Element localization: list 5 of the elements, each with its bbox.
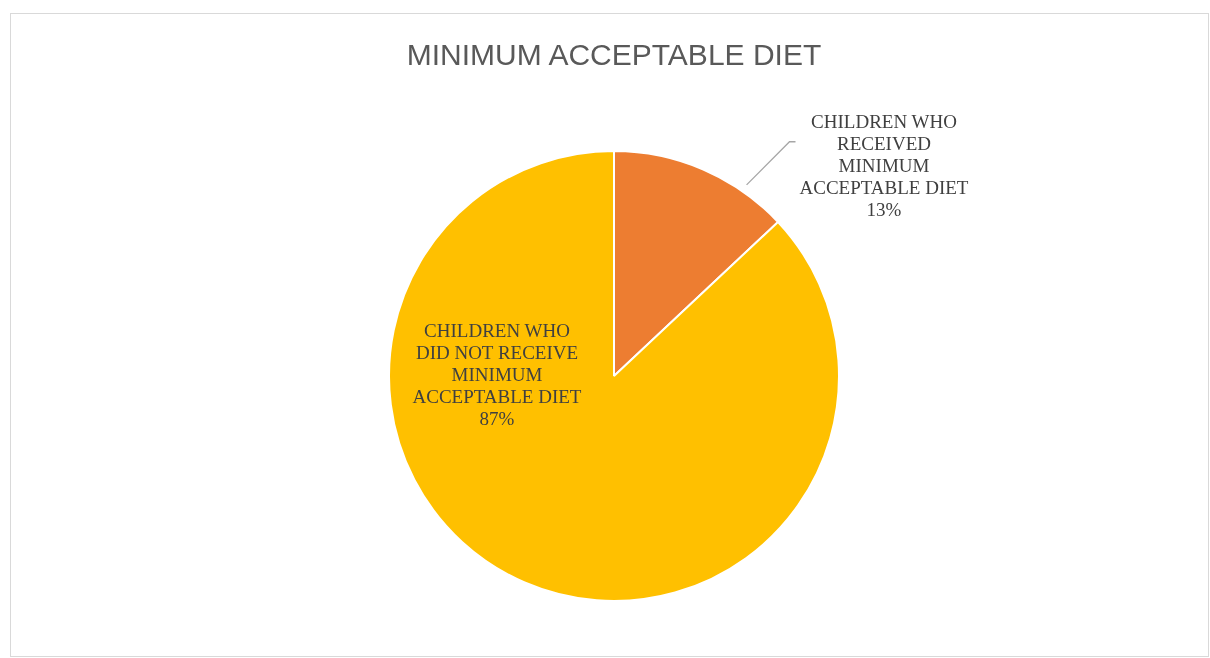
data-label: 87% (479, 407, 515, 429)
chart-title: MINIMUM ACCEPTABLE DIET (406, 38, 822, 72)
data-label: 13% (866, 198, 902, 220)
slice-label: CHILDREN WHO RECEIVED MINIMUM ACCEPTABLE DIET (799, 110, 969, 198)
slice-label: CHILDREN WHO DID NOT RECEIVE MINIMUM ACCEPTABLE DIET (412, 319, 582, 407)
